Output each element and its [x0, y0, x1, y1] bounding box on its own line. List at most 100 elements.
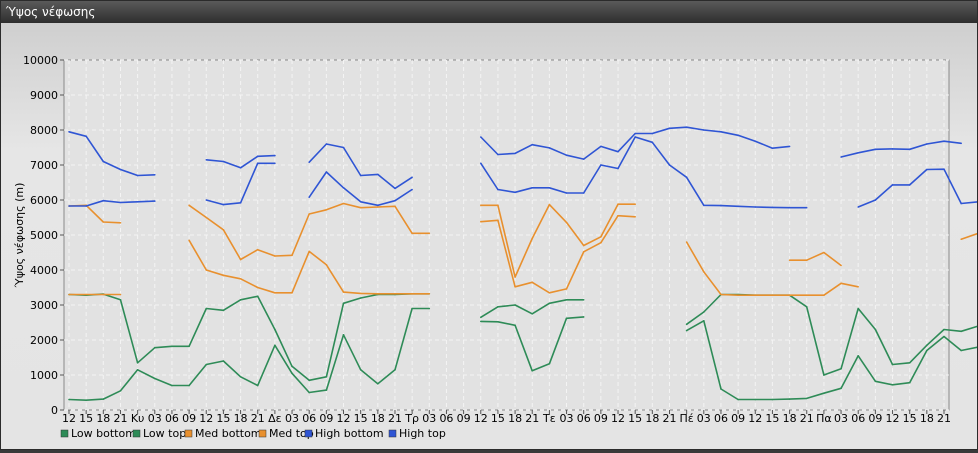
data-point [685, 323, 688, 326]
data-point [256, 248, 259, 251]
data-point [874, 380, 877, 383]
data-point [411, 293, 413, 295]
data-point [805, 259, 808, 261]
x-tick-label: Τε [542, 412, 556, 425]
data-point [136, 201, 139, 203]
data-point [805, 294, 808, 297]
data-point [239, 167, 242, 169]
data-point [205, 199, 208, 201]
data-point [325, 143, 328, 145]
legend-item: Low bottom [60, 427, 136, 440]
data-point [239, 299, 242, 301]
data-point [823, 374, 825, 376]
data-point [256, 155, 259, 158]
x-tick-label: 15 [491, 412, 505, 425]
data-point [377, 173, 379, 176]
x-tick-label: Τρ [404, 412, 419, 425]
data-point [943, 140, 945, 142]
data-point [188, 384, 190, 387]
x-tick-label: 12 [337, 412, 351, 425]
x-tick-label: 12 [886, 412, 900, 425]
data-point [480, 320, 482, 323]
data-point [274, 344, 276, 347]
data-point [514, 276, 516, 278]
data-point [359, 206, 362, 209]
data-point [926, 168, 928, 171]
series-layer [68, 126, 978, 402]
data-point [154, 377, 156, 380]
legend-item: Low top [132, 427, 186, 440]
data-point [342, 302, 345, 305]
data-point [342, 187, 345, 189]
data-point [857, 152, 859, 154]
data-point [685, 241, 688, 243]
x-tick-label: 21 [113, 412, 127, 425]
data-point [256, 286, 259, 289]
data-point [394, 293, 396, 295]
data-point [308, 161, 311, 163]
data-point [256, 295, 259, 298]
data-point [600, 236, 602, 238]
data-point [823, 392, 825, 395]
data-point [737, 294, 739, 297]
data-point [943, 168, 945, 170]
data-point [582, 316, 585, 318]
data-point [805, 306, 808, 308]
data-point [205, 216, 208, 219]
data-point [600, 145, 602, 148]
data-point [840, 282, 842, 285]
x-tick-label: Δε [268, 412, 282, 425]
data-point [308, 391, 311, 394]
data-point [582, 244, 585, 247]
data-point [274, 292, 276, 294]
legend-label: High bottom [315, 427, 384, 440]
data-point [411, 188, 413, 191]
data-point [359, 174, 362, 177]
data-point [720, 388, 722, 390]
data-point [308, 196, 311, 198]
data-point [600, 241, 602, 244]
series-med-bottom [68, 214, 978, 297]
data-point [565, 221, 568, 224]
x-tick-label: 03 [148, 412, 162, 425]
cloud-height-chart: 0 1000 2000 3000 4000 5000 6000 7000 8000 9000 100… [13, 54, 978, 440]
plot-area: 0 1000 2000 3000 4000 5000 6000 7000 8000 9000 100… [1, 23, 978, 449]
legend-item: Med bottom [184, 427, 262, 440]
data-point [617, 214, 619, 217]
data-point [754, 294, 757, 297]
x-tick-label: 03 [422, 412, 436, 425]
x-tick-label: 09 [457, 412, 471, 425]
data-point [548, 302, 551, 305]
data-point [342, 291, 345, 293]
data-point [188, 345, 190, 348]
data-point [239, 258, 242, 261]
data-point [342, 334, 345, 336]
data-point [222, 309, 225, 312]
data-point [565, 192, 568, 194]
data-point [926, 344, 928, 347]
data-point [651, 141, 654, 144]
data-point [119, 299, 122, 301]
x-tick-label: 18 [371, 412, 385, 425]
data-point [823, 294, 825, 297]
y-tick-label: 9000 [30, 89, 58, 102]
data-point [154, 346, 156, 349]
x-tick-label: 15 [628, 412, 642, 425]
data-point [582, 158, 585, 160]
data-point [514, 324, 516, 327]
data-point [548, 292, 551, 294]
data-point [960, 349, 962, 352]
data-point [685, 329, 688, 332]
data-point [514, 304, 516, 306]
data-point [497, 153, 499, 156]
data-point [480, 220, 482, 223]
data-point [136, 369, 139, 371]
legend-swatch [388, 429, 397, 438]
x-tick-label: Πα [816, 412, 832, 425]
data-point [960, 330, 962, 333]
data-point [325, 264, 328, 266]
data-point [668, 127, 671, 130]
data-point [634, 136, 636, 138]
data-point [256, 162, 259, 165]
legend-label: Med bottom [195, 427, 262, 440]
